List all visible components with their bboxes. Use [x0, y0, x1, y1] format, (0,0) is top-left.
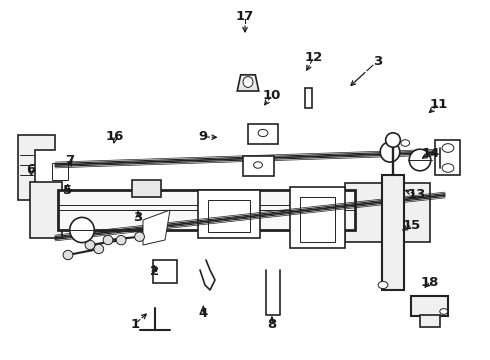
Ellipse shape	[70, 217, 94, 243]
Text: 8: 8	[268, 318, 276, 330]
Polygon shape	[143, 210, 170, 245]
Circle shape	[442, 164, 454, 172]
Ellipse shape	[116, 235, 126, 245]
Bar	[153, 260, 176, 283]
Circle shape	[254, 162, 263, 168]
Bar	[58, 190, 355, 230]
Bar	[290, 187, 345, 248]
Text: 11: 11	[429, 98, 448, 111]
Text: 3: 3	[134, 211, 143, 224]
Bar	[382, 175, 404, 290]
Bar	[132, 180, 161, 197]
Polygon shape	[237, 75, 259, 91]
Text: 4: 4	[199, 307, 208, 320]
Text: 13: 13	[407, 188, 426, 201]
Polygon shape	[435, 140, 460, 175]
Bar	[208, 200, 250, 232]
Bar	[412, 296, 448, 316]
Text: 3: 3	[373, 55, 382, 68]
Bar	[305, 88, 312, 108]
Text: 15: 15	[402, 219, 421, 231]
Bar	[300, 197, 335, 242]
Circle shape	[258, 129, 268, 136]
Bar	[244, 156, 274, 176]
Text: 17: 17	[236, 10, 254, 23]
Polygon shape	[18, 135, 55, 200]
Ellipse shape	[386, 133, 400, 147]
Text: 14: 14	[422, 147, 441, 159]
Text: 12: 12	[304, 51, 323, 64]
Ellipse shape	[243, 77, 253, 87]
Ellipse shape	[63, 250, 73, 260]
Bar	[52, 163, 68, 180]
Ellipse shape	[135, 232, 145, 242]
Text: 1: 1	[130, 318, 139, 330]
Text: 2: 2	[150, 265, 159, 278]
Bar	[420, 315, 440, 327]
Ellipse shape	[380, 142, 400, 162]
Circle shape	[442, 144, 454, 152]
Text: 5: 5	[63, 184, 72, 197]
Text: 6: 6	[26, 163, 35, 176]
Ellipse shape	[103, 235, 113, 245]
Text: 16: 16	[106, 130, 124, 143]
Bar	[248, 124, 278, 144]
Bar	[30, 182, 62, 238]
Text: 10: 10	[263, 89, 281, 102]
Text: 18: 18	[420, 276, 439, 289]
Circle shape	[378, 282, 388, 289]
Text: 9: 9	[199, 130, 208, 143]
Bar	[198, 190, 260, 238]
Bar	[345, 183, 430, 242]
Ellipse shape	[409, 149, 431, 171]
Ellipse shape	[85, 240, 95, 250]
Text: 7: 7	[65, 154, 74, 167]
Circle shape	[440, 309, 448, 314]
Ellipse shape	[94, 244, 104, 254]
Circle shape	[401, 140, 410, 146]
